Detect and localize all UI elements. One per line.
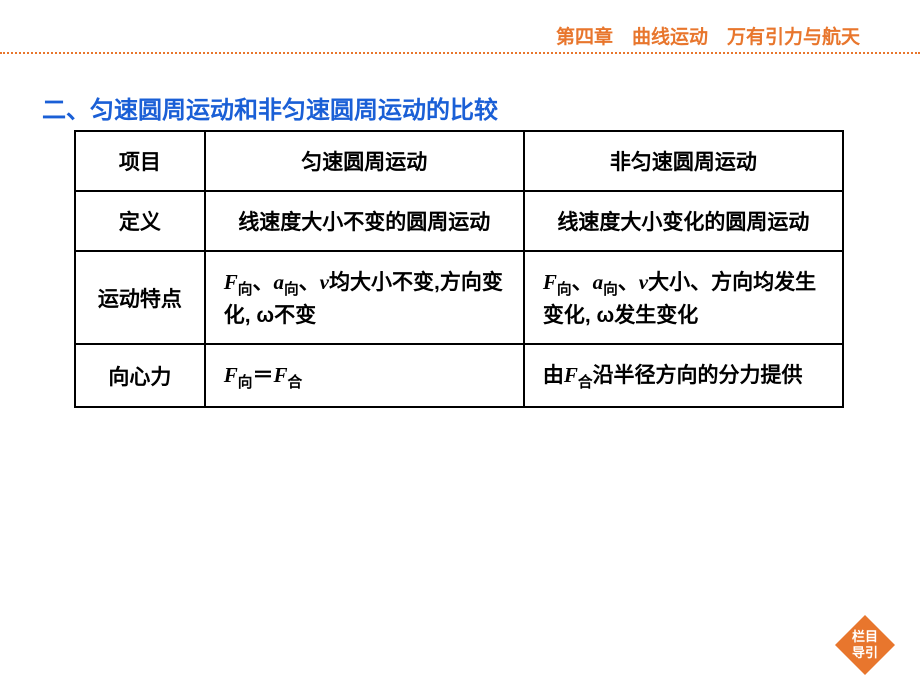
cell-feature-uniform: F向、a向、v均大小不变,方向变化, ω不变 <box>205 251 524 344</box>
section-title: 二、匀速圆周运动和非匀速圆周运动的比较 <box>42 90 498 125</box>
row-label-feature: 运动特点 <box>75 251 205 344</box>
chapter-header: 第四章 曲线运动 万有引力与航天 <box>556 22 860 49</box>
table-row-force: 向心力 F向＝F合 由F合沿半径方向的分力提供 <box>75 344 843 407</box>
row-label-definition: 定义 <box>75 191 205 251</box>
table-row-feature: 运动特点 F向、a向、v均大小不变,方向变化, ω不变 F向、a向、v大小、方向… <box>75 251 843 344</box>
header-col-nonuniform: 非匀速圆周运动 <box>524 131 843 191</box>
nav-badge[interactable]: 栏目 导引 <box>830 610 900 680</box>
table-header-row: 项目 匀速圆周运动 非匀速圆周运动 <box>75 131 843 191</box>
chapter-title: 第四章 曲线运动 万有引力与航天 <box>556 27 860 48</box>
nav-badge-label: 栏目 导引 <box>852 629 878 660</box>
cell-feature-nonuniform: F向、a向、v大小、方向均发生变化, ω发生变化 <box>524 251 843 344</box>
header-divider <box>0 52 920 54</box>
cell-definition-uniform: 线速度大小不变的圆周运动 <box>205 191 524 251</box>
cell-definition-nonuniform: 线速度大小变化的圆周运动 <box>524 191 843 251</box>
table-row-definition: 定义 线速度大小不变的圆周运动 线速度大小变化的圆周运动 <box>75 191 843 251</box>
cell-force-nonuniform: 由F合沿半径方向的分力提供 <box>524 344 843 407</box>
header-col-item: 项目 <box>75 131 205 191</box>
comparison-table: 项目 匀速圆周运动 非匀速圆周运动 定义 线速度大小不变的圆周运动 线速度大小变… <box>74 130 844 408</box>
row-label-force: 向心力 <box>75 344 205 407</box>
header-col-uniform: 匀速圆周运动 <box>205 131 524 191</box>
cell-force-uniform: F向＝F合 <box>205 344 524 407</box>
